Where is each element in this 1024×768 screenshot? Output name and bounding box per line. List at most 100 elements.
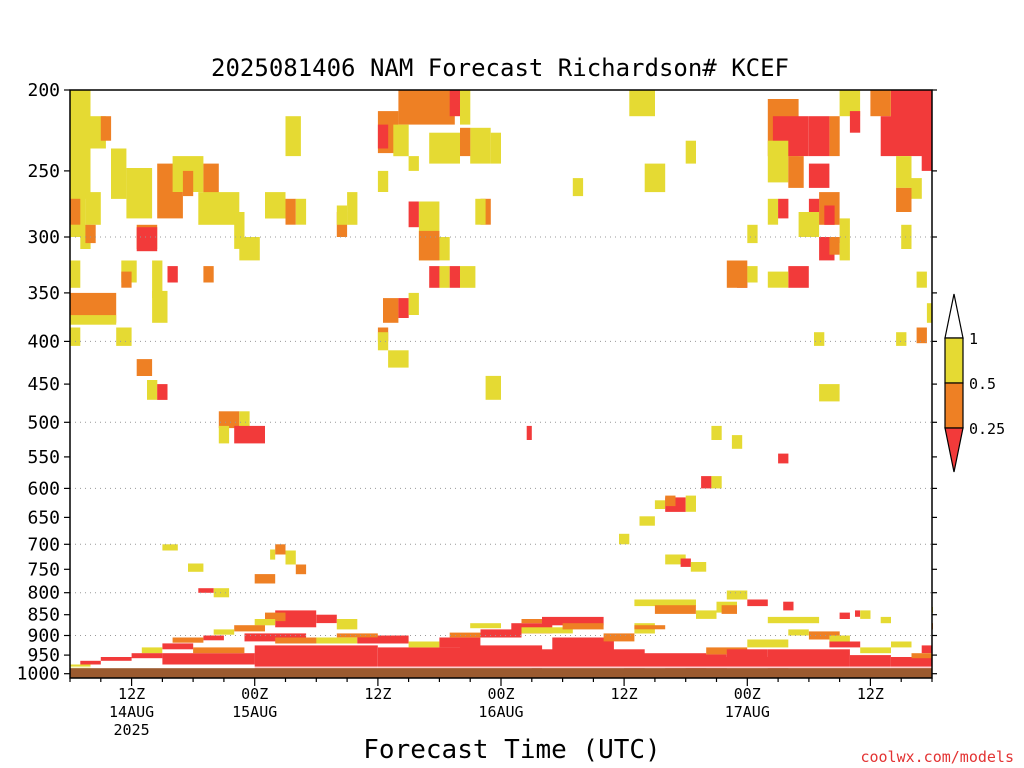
heatmap-cell-red <box>849 111 861 133</box>
heatmap-cell-yellow <box>295 198 307 225</box>
heatmap-cell-orange <box>85 224 96 244</box>
heatmap-cell-red <box>921 645 932 654</box>
heatmap-cell-yellow <box>619 533 630 545</box>
heatmap-cell-red <box>377 124 389 149</box>
heatmap-cell-red <box>198 588 214 593</box>
heatmap-cell-red <box>808 116 830 157</box>
heatmap-cell-yellow <box>188 563 204 572</box>
heatmap-cell-orange <box>562 623 604 630</box>
heatmap-cell-yellow <box>408 641 440 648</box>
heatmap-cell-orange <box>829 237 840 255</box>
heatmap-cell-red <box>680 558 691 567</box>
heatmap-cell-yellow <box>711 425 722 440</box>
heatmap-cell-yellow <box>408 292 419 315</box>
heatmap-cell-yellow <box>239 411 250 426</box>
heatmap-cell-yellow <box>819 384 840 402</box>
heatmap-cell-yellow <box>213 629 235 635</box>
heatmap-cell-yellow <box>70 315 117 325</box>
heatmap-cell-yellow <box>429 132 460 164</box>
heatmap-cell-red <box>726 649 768 657</box>
heatmap-cell-red <box>921 148 932 171</box>
heatmap-cell-red <box>839 612 850 619</box>
heatmap-cell-yellow <box>218 425 230 444</box>
heatmap-cell-red <box>157 384 168 400</box>
heatmap-cell-yellow <box>162 544 178 551</box>
heatmap-cell-yellow <box>639 516 655 526</box>
heatmap-cell-yellow <box>654 500 666 509</box>
heatmap-cell-yellow <box>336 619 358 630</box>
heatmap-cell-red <box>136 227 158 252</box>
heatmap-cell-yellow <box>388 350 409 368</box>
credit-text: coolwx.com/models <box>860 748 1014 766</box>
heatmap-cell-orange <box>203 163 219 199</box>
heatmap-cell-yellow <box>685 140 696 164</box>
heatmap-cell-orange <box>521 619 553 624</box>
heatmap-cell-red <box>80 660 101 665</box>
heatmap-cell-yellow <box>880 616 891 624</box>
heatmap-cell-yellow <box>891 641 912 648</box>
heatmap-cell-red <box>855 610 861 617</box>
heatmap-cell-yellow <box>696 610 717 619</box>
heatmap-cell-red <box>480 629 522 638</box>
heatmap-cell-yellow <box>731 435 743 449</box>
x-tick-label: 2025 <box>114 721 150 739</box>
heatmap-cell-yellow <box>690 562 707 572</box>
heatmap-cell-yellow <box>270 549 276 560</box>
chart-title: 2025081406 NAM Forecast Richardson# KCEF <box>211 54 789 82</box>
heatmap-cell-orange <box>896 187 912 212</box>
heatmap-cell-red <box>244 633 307 642</box>
legend-bottom-arrow <box>944 427 964 473</box>
heatmap-cell-red <box>449 90 460 117</box>
heatmap-cell-orange <box>295 564 307 575</box>
heatmap-cell-yellow <box>685 495 696 512</box>
heatmap-cell-orange <box>275 544 286 555</box>
heatmap-cell-yellow <box>213 588 230 598</box>
heatmap-cell-orange <box>182 170 194 197</box>
x-tick-label: 14AUG <box>109 703 154 721</box>
heatmap-cell-yellow <box>644 163 666 193</box>
heatmap-cell-yellow <box>788 629 809 636</box>
y-tick-label: 300 <box>27 227 60 248</box>
heatmap-cell-orange <box>193 647 245 654</box>
heatmap-cell-yellow <box>916 271 927 288</box>
heatmap-cell-yellow <box>347 192 358 225</box>
heatmap-cell-orange <box>398 90 455 125</box>
heatmap-cell-orange <box>136 359 153 376</box>
y-tick-label: 450 <box>27 374 60 395</box>
y-tick-label: 800 <box>27 583 60 604</box>
heatmap-cell-yellow <box>234 212 245 249</box>
heatmap-cell-yellow <box>460 90 471 125</box>
heatmap-cell-orange <box>480 198 491 225</box>
heatmap-cell-yellow <box>265 192 286 219</box>
heatmap-cell-orange <box>203 266 214 283</box>
heatmap-cell-red <box>162 653 255 665</box>
heatmap-cell-yellow <box>926 303 932 323</box>
heatmap-cell-red <box>808 163 830 188</box>
heatmap-cell-red <box>747 599 768 607</box>
heatmap-cell-yellow <box>860 610 871 619</box>
heatmap-cell-red <box>234 425 265 444</box>
heatmap-cell-yellow <box>767 198 779 225</box>
x-tick-label: 00Z <box>734 685 761 703</box>
legend-label: 0.5 <box>969 375 996 393</box>
y-tick-label: 500 <box>27 412 60 433</box>
heatmap-cell-yellow <box>747 639 789 648</box>
heatmap-cell-orange <box>721 605 737 614</box>
heatmap-cell-red <box>254 645 378 669</box>
heatmap-cell-yellow <box>747 266 758 283</box>
heatmap-cell-orange <box>70 198 81 225</box>
heatmap-cell-orange <box>460 127 471 157</box>
heatmap-cell-orange <box>121 271 132 288</box>
heatmap-cells <box>70 90 933 669</box>
heatmap-cell-orange <box>665 495 676 507</box>
legend: 1 0.5 0.25 <box>944 293 1005 473</box>
x-tick-label: 12Z <box>364 685 391 703</box>
heatmap-cell-red <box>377 647 460 669</box>
heatmap-cell-orange <box>788 156 804 188</box>
heatmap-cell-yellow <box>152 290 168 323</box>
heatmap-cell-yellow <box>147 380 158 400</box>
heatmap-cell-yellow <box>377 332 389 351</box>
heatmap-cell-yellow <box>839 218 850 243</box>
